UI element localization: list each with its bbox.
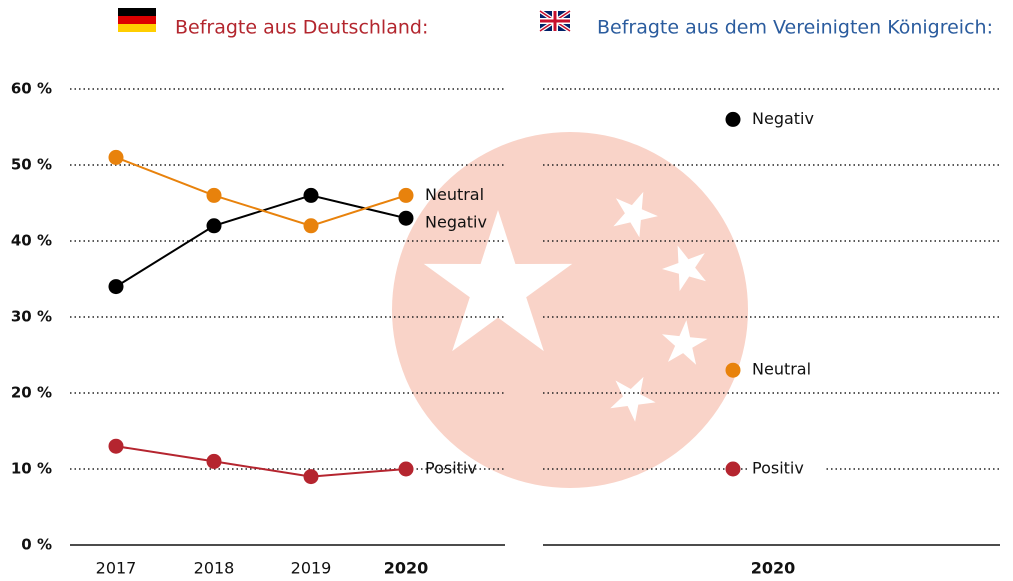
data-point [398, 187, 414, 203]
chart-title: Befragte aus Deutschland: [175, 17, 428, 39]
series-label: Negativ [425, 213, 487, 232]
star-decoration [662, 320, 708, 365]
label-background [748, 359, 826, 382]
data-point [303, 469, 319, 485]
data-point [303, 218, 319, 234]
label-background [748, 108, 826, 131]
data-point [398, 461, 414, 477]
chart-title: Befragte aus dem Vereinigten Königreich: [597, 17, 993, 39]
data-point [206, 453, 222, 469]
x-tick-label: 2020 [751, 559, 796, 578]
data-point [108, 149, 124, 165]
data-point [206, 187, 222, 203]
y-tick-label: 20 % [11, 384, 52, 402]
star-decoration [610, 376, 656, 422]
data-point [108, 279, 124, 295]
y-tick-label: 40 % [11, 232, 52, 250]
y-tick-label: 0 % [21, 536, 52, 554]
y-tick-label: 30 % [11, 308, 52, 326]
series-label: Positiv [752, 459, 804, 478]
series-line [115, 445, 407, 478]
data-point [725, 111, 741, 127]
star-decoration [613, 191, 658, 238]
uk-flag [538, 9, 572, 33]
star-decoration [423, 210, 573, 352]
series-line [115, 156, 407, 227]
y-tick-label: 60 % [11, 80, 52, 98]
data-point [398, 210, 414, 226]
german-flag [118, 8, 156, 32]
x-tick-label: 2017 [96, 559, 137, 578]
watermark-circle [392, 132, 748, 488]
data-point [725, 461, 741, 477]
x-tick-label: 2020 [384, 559, 429, 578]
label-background [748, 458, 826, 480]
x-tick-label: 2018 [194, 559, 235, 578]
data-point [725, 362, 741, 378]
series-label: Positiv [425, 459, 477, 478]
series-label: Neutral [752, 360, 811, 379]
y-tick-label: 10 % [11, 460, 52, 478]
data-point [206, 218, 222, 234]
data-point [303, 187, 319, 203]
data-point [108, 438, 124, 454]
star-decoration [662, 245, 706, 292]
series-label: Neutral [425, 185, 484, 204]
x-tick-label: 2019 [291, 559, 332, 578]
y-tick-label: 50 % [11, 156, 52, 174]
series-label: Negativ [752, 109, 814, 128]
